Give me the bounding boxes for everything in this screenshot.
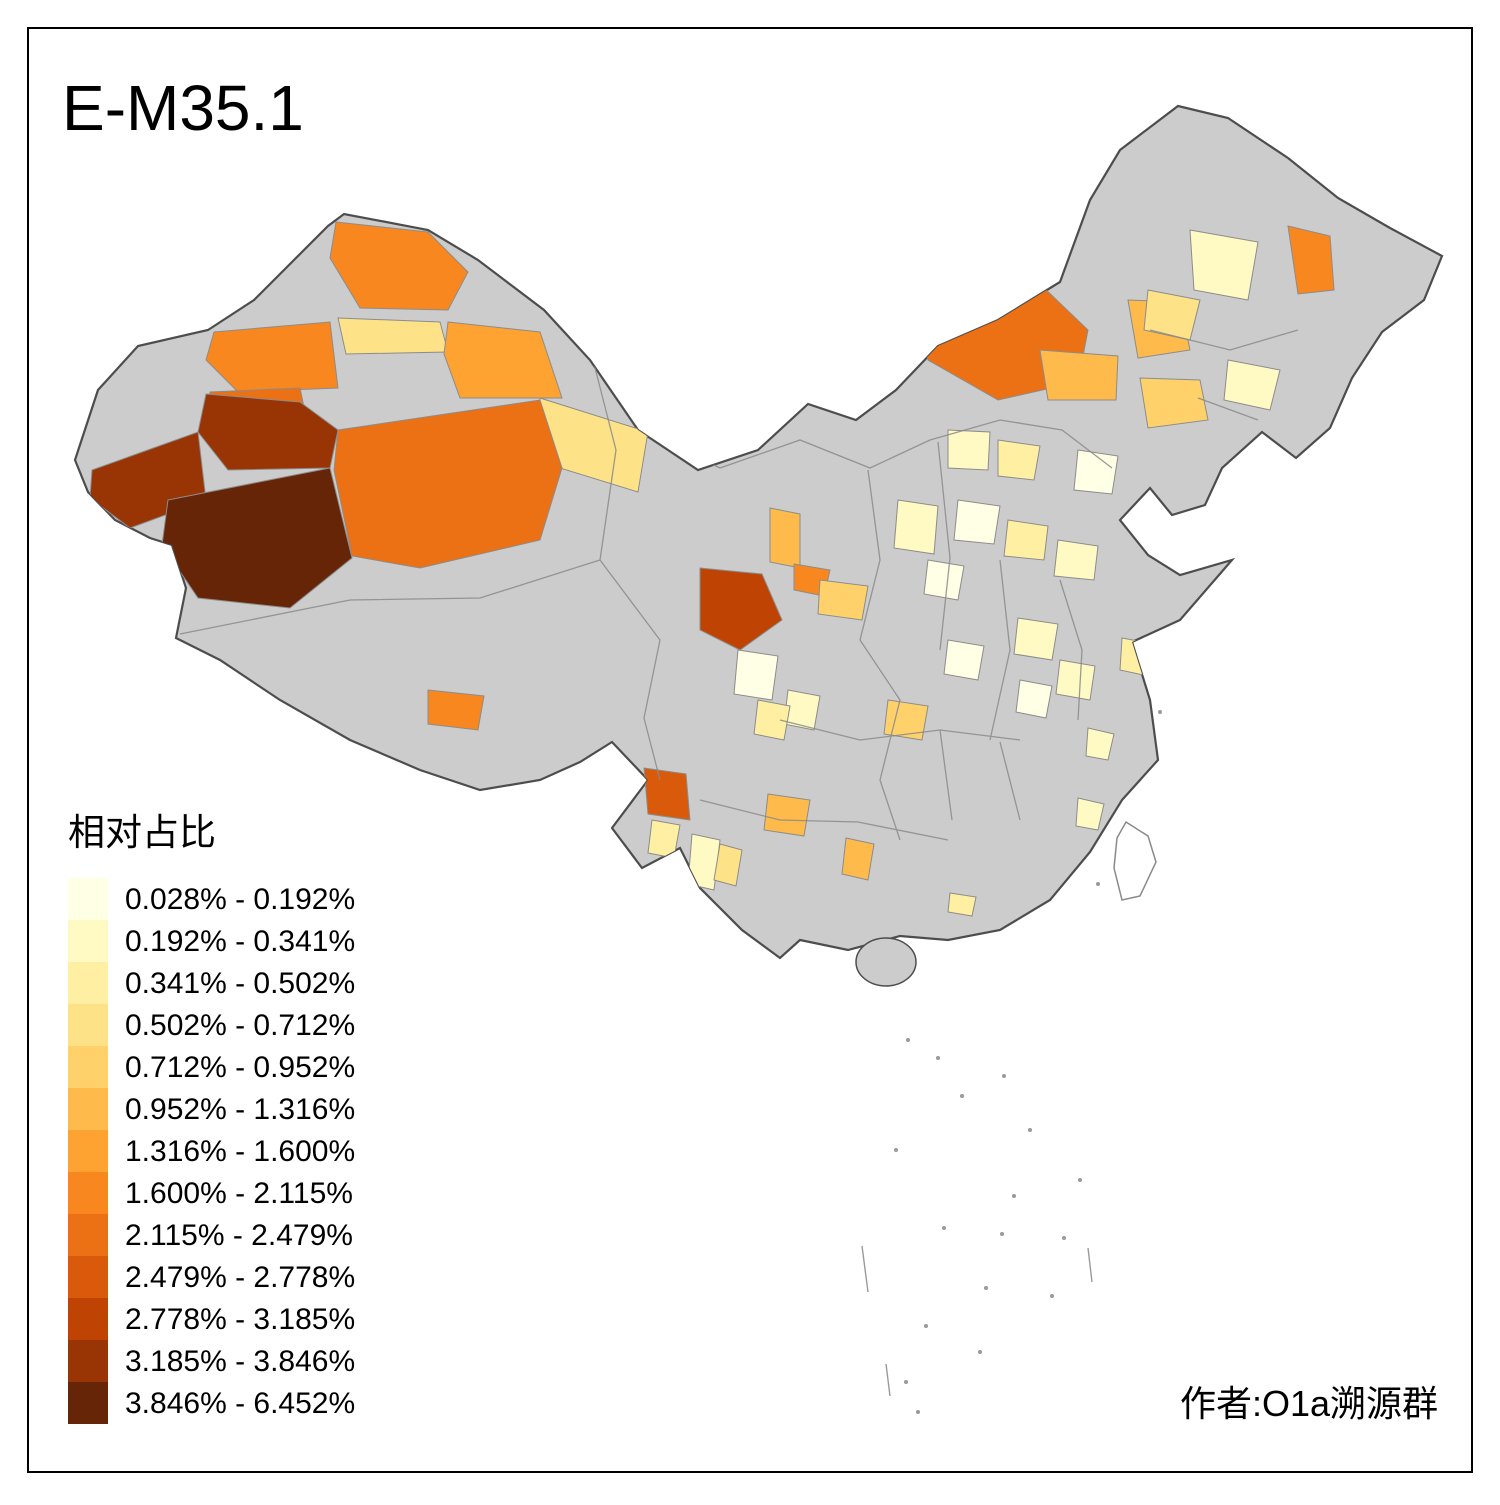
region-kunming	[647, 819, 681, 859]
legend-label: 1.600% - 2.115%	[125, 1177, 353, 1210]
region-zhangjiakou	[947, 429, 991, 471]
legend-swatch	[68, 962, 108, 1004]
region-jinan	[1053, 539, 1099, 581]
region-shenzhen	[947, 892, 977, 917]
region-dali	[643, 767, 691, 821]
region-leshan	[753, 699, 791, 741]
region-guiyang	[763, 793, 811, 837]
region-wenzhou	[1075, 797, 1105, 831]
region-nanyang	[943, 639, 985, 681]
legend-swatch	[68, 878, 108, 920]
legend-label: 0.028% - 0.192%	[125, 883, 355, 916]
taiwan-island	[1113, 820, 1157, 901]
region-lhasa	[427, 689, 485, 731]
region-altay	[329, 221, 469, 311]
region-taiyuan	[893, 499, 939, 555]
legend-label: 0.192% - 0.341%	[125, 925, 355, 958]
legend: 相对占比 0.028% - 0.192% 0.192% - 0.341% 0.3…	[68, 812, 355, 1424]
legend-label: 2.115% - 2.479%	[125, 1219, 353, 1252]
region-bortala	[337, 317, 449, 355]
legend-label: 0.502% - 0.712%	[125, 1009, 355, 1042]
region-jilin	[1223, 359, 1281, 411]
region-gannan	[699, 567, 783, 651]
legend-swatch	[68, 1088, 108, 1130]
legend-swatch	[68, 1256, 108, 1298]
region-fuyang	[1015, 679, 1053, 719]
region-shijiazhuang	[953, 499, 1001, 545]
region-honghe	[713, 843, 743, 887]
region-pingliang	[817, 579, 869, 621]
region-beijing	[1003, 519, 1049, 561]
legend-swatch	[68, 1214, 108, 1256]
region-luoyang	[1013, 617, 1059, 661]
region-chengde	[997, 439, 1041, 481]
legend-label: 3.846% - 6.452%	[125, 1387, 355, 1420]
region-tongliao	[1139, 377, 1209, 429]
legend-title: 相对占比	[68, 812, 216, 853]
legend-swatch	[68, 1382, 108, 1424]
region-harbin	[1189, 229, 1259, 301]
region-tangshan	[1073, 449, 1119, 495]
legend-swatch	[68, 1130, 108, 1172]
region-heihe	[1287, 225, 1335, 295]
legend-label: 1.316% - 1.600%	[125, 1135, 355, 1168]
region-ningbo	[1085, 727, 1115, 761]
legend-swatch	[68, 1340, 108, 1382]
region-hefei	[1055, 659, 1096, 701]
plot-frame	[27, 27, 1473, 1473]
legend-label: 2.778% - 3.185%	[125, 1303, 355, 1336]
region-changji	[443, 321, 563, 399]
legend-label: 0.341% - 0.502%	[125, 967, 355, 1000]
region-ningxia	[769, 507, 801, 569]
legend-label: 2.479% - 2.778%	[125, 1261, 355, 1294]
legend-swatch	[68, 1298, 108, 1340]
legend-label: 0.952% - 1.316%	[125, 1093, 355, 1126]
legend-swatch	[68, 1046, 108, 1088]
region-puer	[687, 833, 721, 891]
region-ulanqab	[1039, 349, 1119, 401]
region-guanzhong	[923, 559, 965, 601]
south-china-sea-islands	[861, 710, 1162, 1414]
legend-label: 0.712% - 0.952%	[125, 1051, 355, 1084]
legend-swatch	[68, 920, 108, 962]
region-mianyang	[733, 649, 779, 701]
hainan-island	[855, 937, 917, 987]
region-hechi	[841, 837, 875, 881]
region-bayingol	[333, 399, 563, 569]
legend-swatch	[68, 1172, 108, 1214]
credit-text: 作者:O1a溯源群	[1180, 1383, 1438, 1424]
page-title: E-M35.1	[62, 72, 304, 144]
legend-swatch	[68, 1004, 108, 1046]
region-chongqing	[883, 699, 929, 741]
legend-label: 3.185% - 3.846%	[125, 1345, 355, 1378]
province-boundaries	[179, 329, 1299, 841]
